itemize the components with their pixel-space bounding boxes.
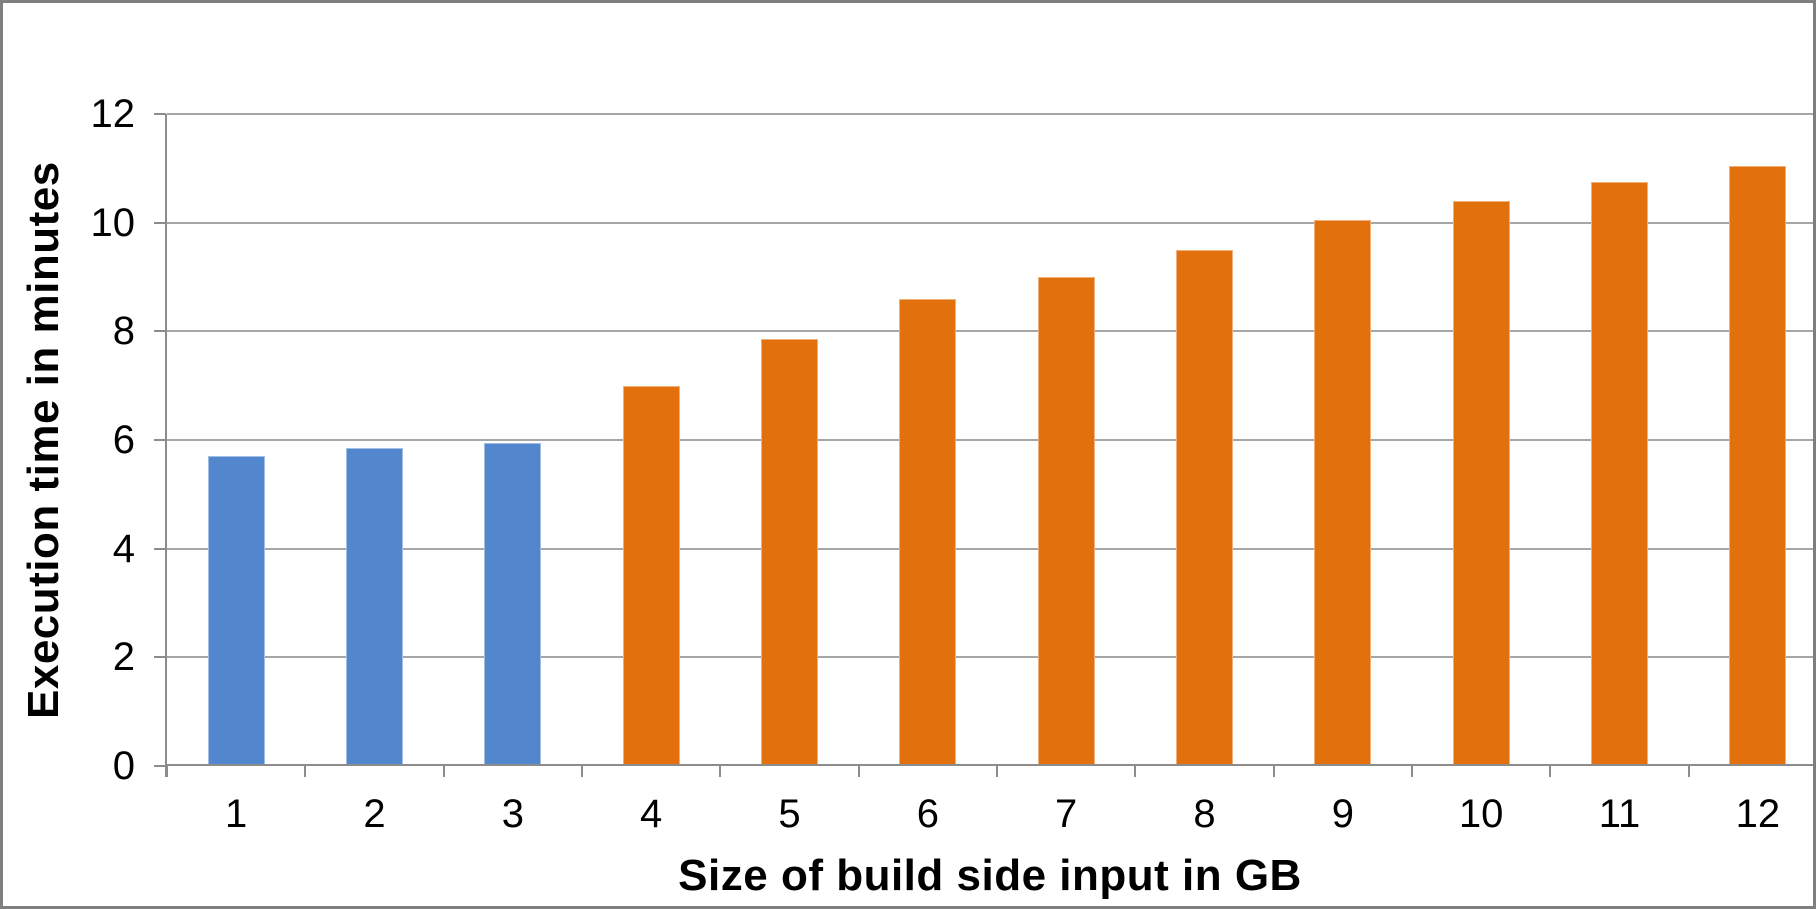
gridline (167, 221, 1813, 224)
gridline (167, 547, 1813, 550)
bar (207, 456, 265, 766)
y-axis-tick (154, 765, 166, 767)
x-tick-label: 7 (1055, 792, 1078, 836)
x-axis-tick (857, 766, 860, 777)
y-axis-tick (154, 547, 166, 550)
x-axis-tick (996, 766, 998, 777)
x-tick-label: 2 (363, 792, 386, 836)
x-axis-title: Size of build side input in GB (678, 851, 1302, 900)
x-axis-line (165, 764, 1813, 766)
gridline (167, 656, 1813, 659)
plot-area (165, 113, 1813, 777)
gridline (167, 330, 1813, 333)
bar (622, 385, 680, 766)
y-axis-line (165, 114, 167, 777)
bar (1176, 249, 1233, 766)
y-axis-tick (154, 439, 166, 441)
x-tick-label: 11 (1598, 792, 1641, 836)
y-tick-label: 8 (112, 309, 135, 354)
y-tick-label: 10 (90, 200, 136, 245)
x-tick-label: 5 (778, 792, 801, 836)
y-axis-tick (154, 113, 166, 115)
x-tick-label: 8 (1193, 792, 1216, 836)
x-tick-label: 1 (225, 792, 248, 836)
bar (1729, 165, 1787, 766)
y-axis-tick (154, 221, 166, 224)
x-tick-label: 6 (916, 792, 939, 836)
y-axis-tick (154, 330, 166, 333)
x-axis-tick (1272, 766, 1275, 777)
x-axis-tick (1549, 766, 1552, 777)
x-axis-tick (442, 766, 445, 777)
x-tick-label: 4 (640, 792, 663, 836)
x-axis-tick (719, 766, 722, 777)
bar (899, 298, 957, 766)
gridline (167, 113, 1813, 115)
x-tick-label: 9 (1331, 792, 1354, 836)
bar (1314, 219, 1372, 766)
x-axis-tick (1687, 766, 1690, 777)
x-axis-tick (304, 766, 307, 777)
x-axis-tick (1134, 766, 1137, 777)
bar (1452, 200, 1510, 766)
x-tick-label: 12 (1735, 792, 1781, 836)
y-axis-tick (154, 656, 166, 659)
y-tick-label: 2 (112, 635, 135, 680)
gridline (167, 439, 1813, 441)
y-tick-label: 4 (112, 526, 135, 571)
x-tick-label: 3 (501, 792, 524, 836)
x-axis-tick (1411, 766, 1413, 777)
bar (484, 442, 542, 766)
bar (1037, 277, 1095, 766)
bar (761, 339, 818, 766)
bar (1591, 181, 1648, 766)
bar (346, 448, 403, 766)
y-tick-label: 6 (112, 418, 135, 462)
y-tick-label: 12 (90, 92, 136, 136)
y-tick-label: 0 (112, 744, 135, 788)
x-axis-tick (166, 766, 168, 777)
x-axis-tick (581, 766, 583, 777)
x-tick-label: 10 (1458, 792, 1504, 836)
